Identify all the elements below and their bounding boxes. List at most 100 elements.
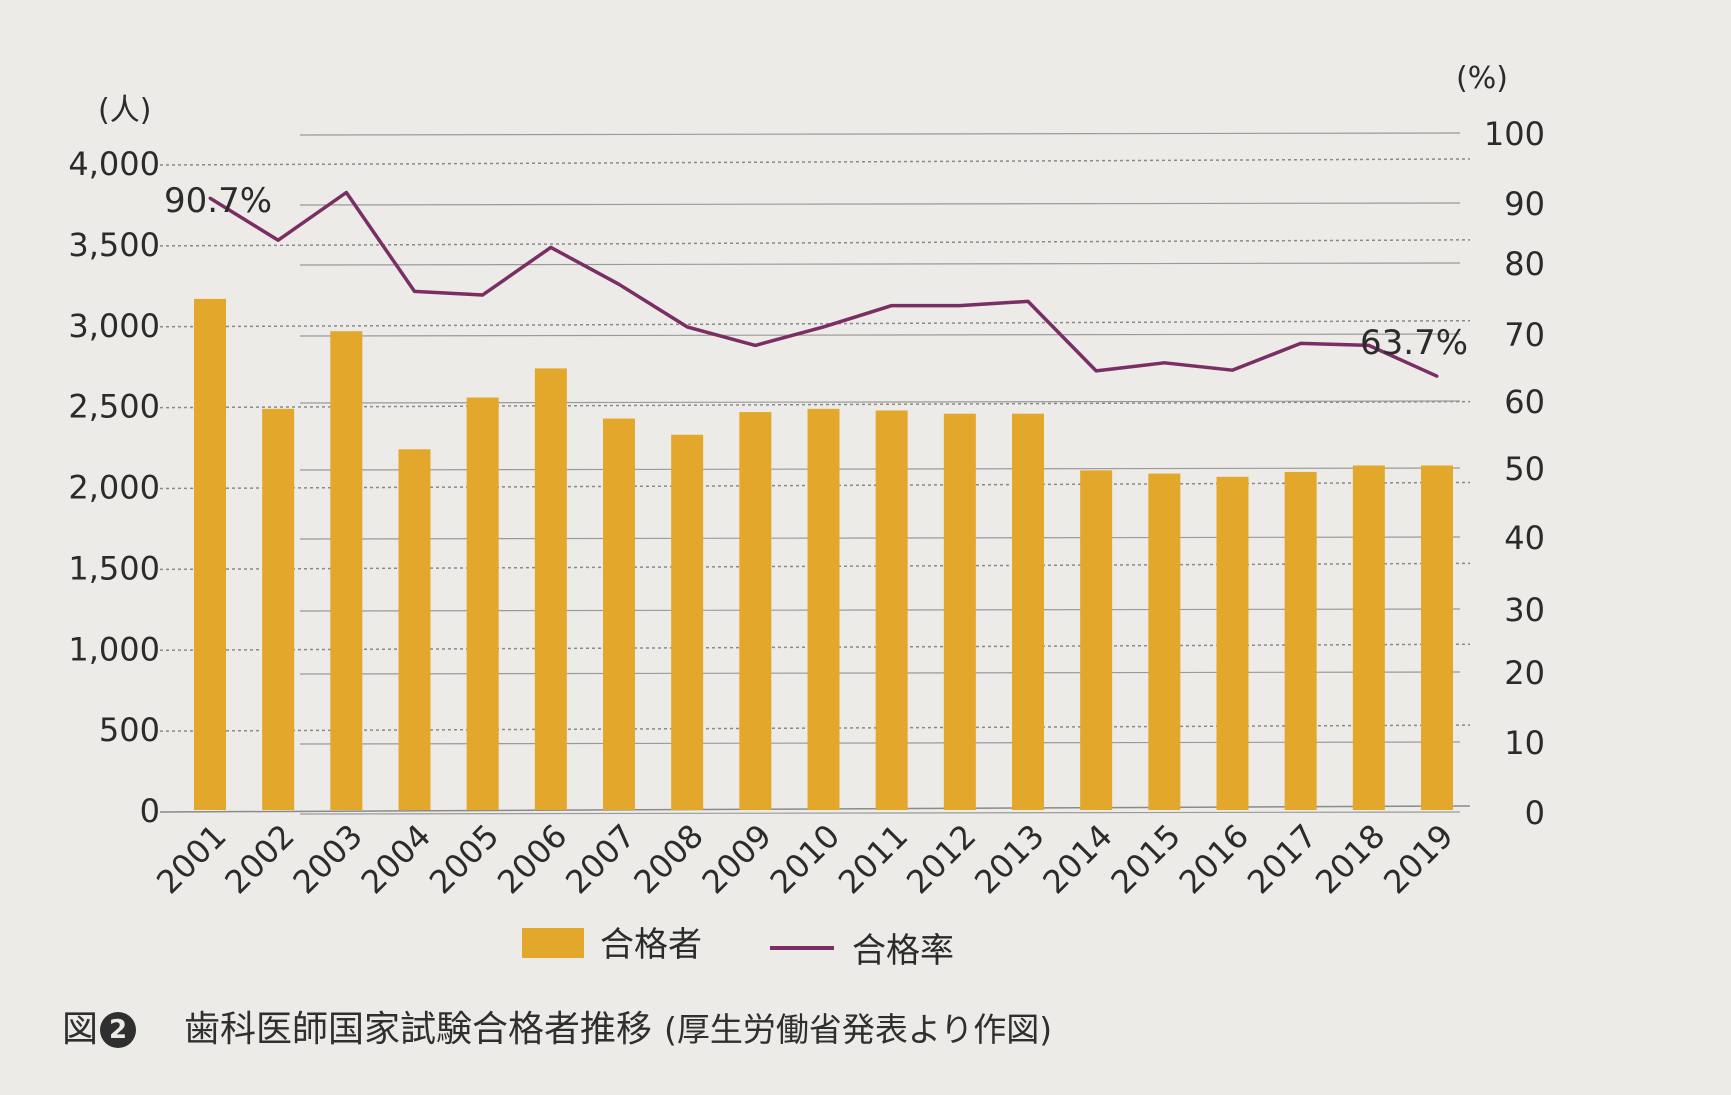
rate-point	[344, 191, 348, 194]
x-axis-tick-label: 2002	[217, 817, 301, 901]
right-gridline	[299, 132, 1461, 136]
x-axis-tick-label: 2015	[1104, 817, 1188, 901]
bar-mark	[534, 368, 567, 810]
bar-mark	[671, 434, 704, 810]
left-axis-tick-label: 2,000	[68, 469, 160, 507]
figure-caption: 図 2 歯科医師国家試験合格者推移 (厚生労働省発表より作図)	[62, 1000, 1052, 1052]
right-axis-tick-label: 0	[1525, 794, 1545, 832]
right-axis-tick-label: 80	[1504, 245, 1545, 283]
left-axis-tick-label: 0	[140, 792, 160, 830]
x-axis-tick-label: 2010	[763, 817, 847, 901]
left-axis-tick-label: 2,500	[68, 388, 160, 426]
legend-bar-swatch	[522, 928, 584, 958]
figure-source: (厚生労働省発表より作図)	[664, 1010, 1053, 1049]
right-axis-tick-label: 70	[1504, 316, 1545, 354]
figure-title: 歯科医師国家試験合格者推移	[184, 1009, 653, 1050]
right-axis-tick-label: 100	[1484, 115, 1545, 153]
rate-point	[822, 325, 825, 329]
rate-point	[1367, 343, 1371, 347]
x-axis-tick-label: 2018	[1308, 817, 1392, 901]
rate-point	[1094, 369, 1098, 373]
right-axis-tick-label: 10	[1504, 724, 1545, 762]
legend-line-label: 合格率	[852, 931, 954, 971]
x-axis-tick-label: 2008	[626, 817, 710, 901]
bar-mark	[466, 397, 499, 810]
right-gridline	[299, 202, 1461, 206]
line-series	[208, 190, 1439, 378]
left-axis-tick-label: 4,000	[68, 145, 160, 183]
right-axis-tick-label: 20	[1504, 654, 1545, 692]
right-gridline	[299, 262, 1461, 266]
right-axis: (%) 0 10 20 30 40 50 60 70 80 90 100	[1456, 61, 1545, 832]
rate-point	[276, 238, 280, 242]
rate-point	[1162, 361, 1166, 365]
rate-point	[1435, 374, 1439, 378]
left-gridline	[159, 400, 1471, 409]
x-axis-tick-label: 2011	[831, 817, 915, 901]
x-axis-tick-label: 2014	[1035, 817, 1119, 901]
bar-mark	[1284, 471, 1317, 810]
figure-number-badge: 2	[100, 1012, 137, 1048]
annotation-last-rate: 63.7%	[1360, 323, 1468, 363]
figure-label: 図	[62, 1009, 99, 1050]
left-gridline	[159, 319, 1471, 328]
x-axis-tick-label: 2017	[1240, 817, 1324, 901]
left-axis-tick-label: 1,000	[68, 630, 160, 668]
bar-mark	[1352, 465, 1385, 810]
right-axis-tick-label: 50	[1504, 450, 1545, 488]
bar-mark	[330, 331, 363, 810]
bar-mark	[875, 410, 908, 810]
left-axis-tick-label: 3,500	[68, 226, 160, 264]
x-axis-tick-label: 2009	[695, 817, 779, 901]
right-axis-tick-label: 60	[1504, 383, 1545, 421]
rate-point	[753, 343, 757, 347]
left-axis-tick-label: 500	[99, 711, 160, 749]
x-axis-tick-label: 2013	[967, 817, 1051, 901]
left-axis-tick-label: 3,000	[68, 307, 160, 345]
bar-mark	[807, 408, 840, 810]
legend: 合格者 合格率	[522, 925, 954, 971]
rate-point	[208, 196, 212, 200]
rate-point	[1299, 341, 1303, 345]
right-axis-tick-label: 40	[1504, 519, 1545, 557]
bar-mark	[739, 412, 772, 810]
rate-point	[685, 325, 689, 329]
left-gridline	[159, 158, 1471, 166]
x-axis-tick-label: 2001	[149, 817, 233, 901]
rate-point	[1026, 299, 1030, 303]
bar-mark	[1148, 473, 1181, 810]
annotation-first-rate: 90.7%	[164, 181, 272, 221]
x-axis-tick-label: 2006	[490, 817, 574, 901]
bar-mark	[1012, 413, 1044, 810]
x-axis-tick-label: 2012	[899, 817, 983, 901]
bar-mark	[1421, 465, 1453, 810]
bar-mark	[398, 449, 431, 810]
bar-mark	[262, 408, 295, 810]
x-axis-tick-label: 2019	[1376, 817, 1460, 901]
rate-point	[481, 293, 485, 297]
left-gridline	[159, 239, 1471, 247]
legend-bar-label: 合格者	[600, 925, 702, 965]
bar-mark	[1216, 476, 1249, 810]
bar-mark	[603, 418, 635, 810]
bar-series	[194, 298, 1453, 810]
x-axis-tick-label: 2005	[422, 817, 506, 901]
bar-mark	[194, 298, 226, 810]
rate-point	[413, 289, 416, 293]
left-axis-unit: (人)	[98, 93, 151, 128]
rate-point	[617, 282, 621, 286]
rate-point	[1231, 368, 1234, 372]
x-axis-tick-label: 2004	[354, 817, 438, 901]
x-axis-tick-label: 2016	[1172, 817, 1256, 901]
bar-mark	[1080, 470, 1113, 810]
x-axis-tick-label: 2007	[558, 817, 642, 901]
left-axis: (人) 0 500 1,000 1,500 2,000 2,500 3,000 3,500 4,…	[68, 93, 160, 830]
right-axis-tick-label: 90	[1504, 185, 1545, 223]
rate-line	[209, 190, 1438, 378]
rate-point	[549, 245, 553, 249]
rate-point	[958, 304, 962, 308]
right-gridline	[299, 811, 1461, 815]
right-axis-unit: (%)	[1456, 61, 1508, 96]
x-axis: 2001200220032004200520062007200820092010…	[149, 817, 1460, 901]
